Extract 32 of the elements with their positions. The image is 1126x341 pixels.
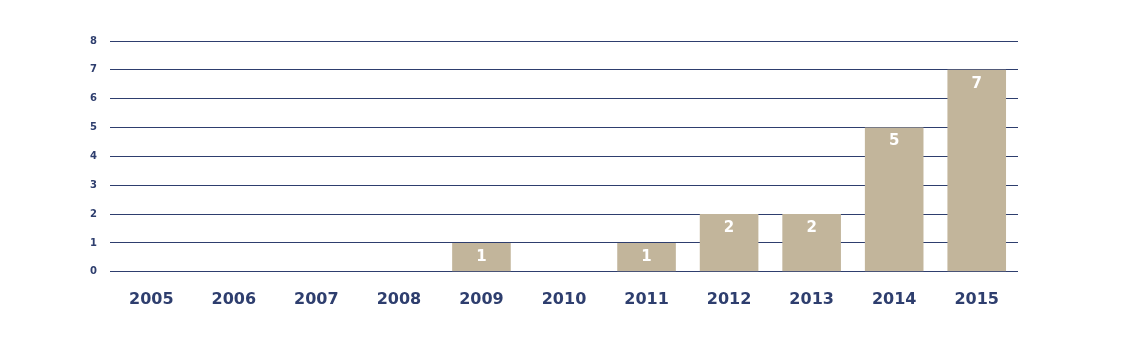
y-tick-label: 6 <box>90 92 98 104</box>
x-tick-label: 2014 <box>871 288 917 308</box>
x-tick-label: 2013 <box>789 288 834 308</box>
data-label: 5 <box>888 131 900 150</box>
y-tick-label: 5 <box>90 121 98 133</box>
x-tick-label: 2008 <box>376 288 422 308</box>
x-tick-label: 2010 <box>541 288 587 308</box>
data-label: 2 <box>723 217 735 236</box>
bar <box>699 214 759 272</box>
bar <box>617 242 676 272</box>
x-tick-label: 2006 <box>211 288 257 308</box>
x-tick-label: 2007 <box>294 288 339 308</box>
bar <box>947 69 1007 272</box>
data-label: 1 <box>641 246 652 265</box>
data-label: 2 <box>806 217 817 236</box>
bar <box>452 242 511 272</box>
x-tick-label: 2015 <box>954 288 999 308</box>
bar <box>782 214 841 272</box>
data-label: 7 <box>971 73 982 92</box>
y-tick-label: 1 <box>90 236 98 248</box>
data-label: 1 <box>476 246 487 265</box>
bar <box>864 127 924 272</box>
y-tick-label: 8 <box>90 34 98 46</box>
x-tick-label: 2011 <box>624 288 669 308</box>
x-tick-label: 2012 <box>706 288 752 308</box>
y-tick-label: 0 <box>90 265 98 277</box>
y-tick-label: 2 <box>90 207 98 219</box>
x-tick-label: 2005 <box>129 288 174 308</box>
y-tick-label: 3 <box>90 178 98 190</box>
x-tick-label: 2009 <box>459 288 504 308</box>
y-tick-label: 7 <box>90 63 98 75</box>
y-tick-label: 4 <box>90 149 98 161</box>
